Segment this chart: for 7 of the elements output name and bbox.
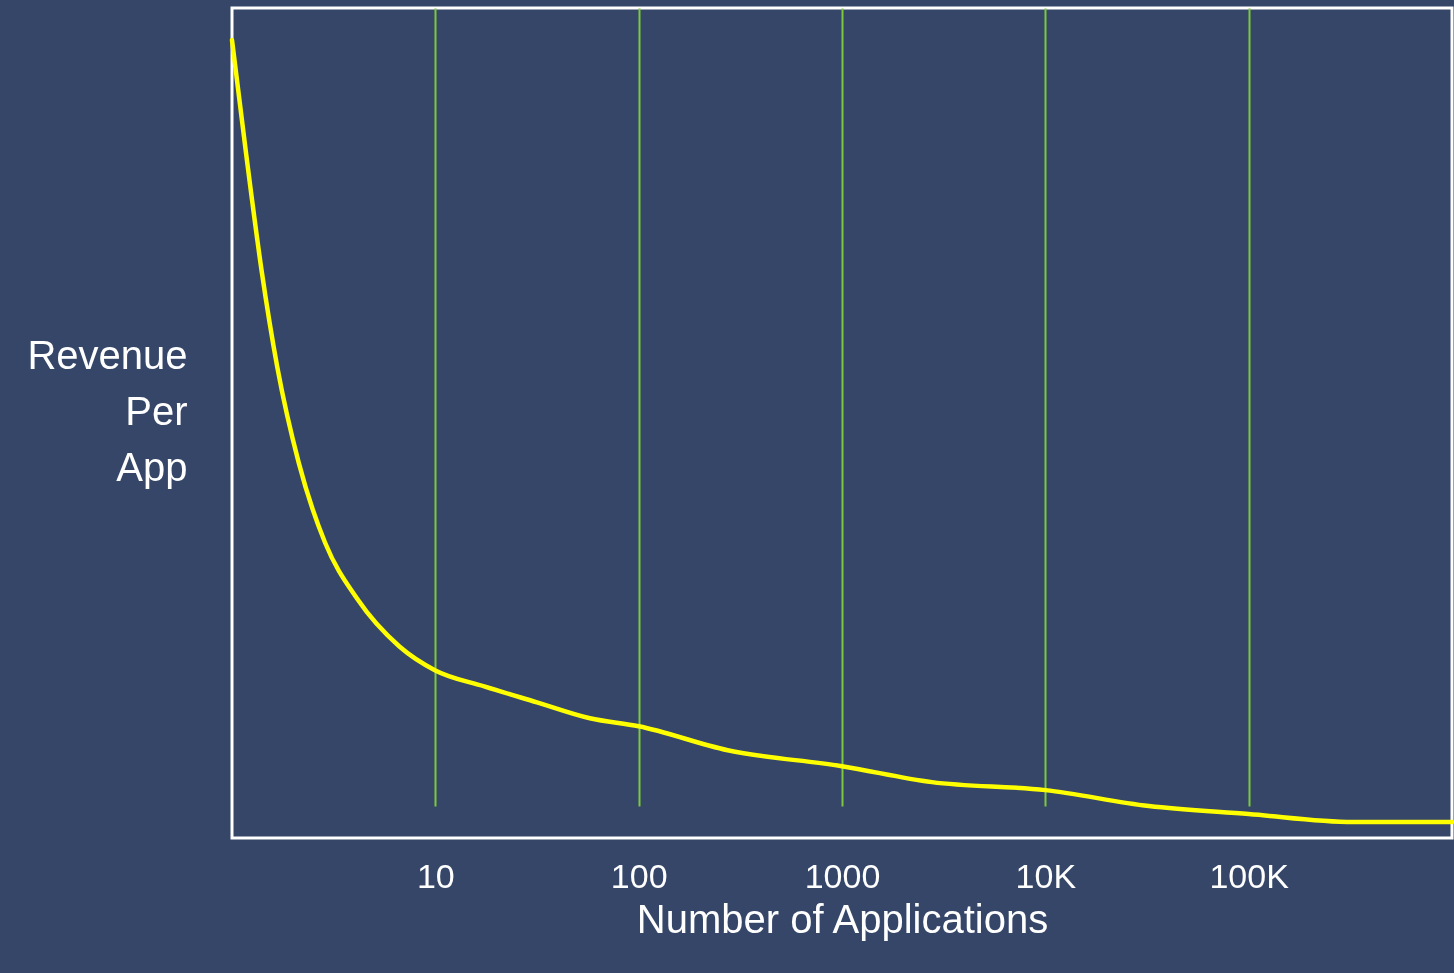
x-tick-label: 100K: [1209, 856, 1290, 895]
x-tick-label: 10: [416, 856, 455, 895]
x-tick-label: 1000: [804, 856, 881, 895]
x-tick-label: 10K: [1015, 856, 1077, 895]
x-tick-label: 100: [610, 856, 668, 895]
y-axis-title: Revenue Per App: [27, 333, 188, 490]
x-axis-title: Number of Applications: [636, 896, 1049, 941]
